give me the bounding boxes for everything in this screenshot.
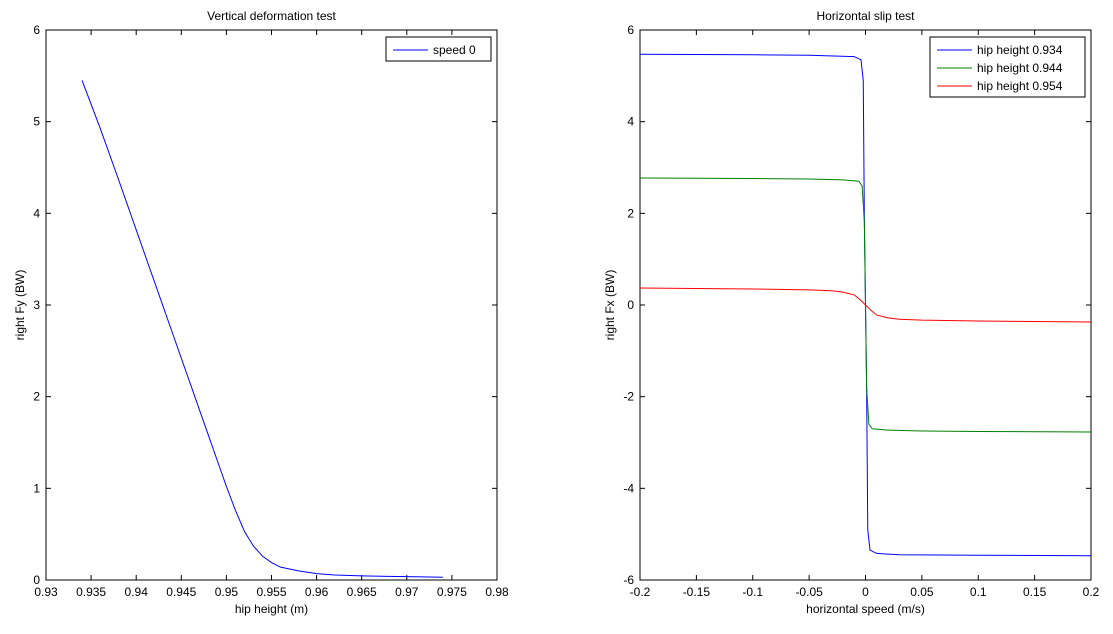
legend-label: hip height 0.934 (977, 43, 1063, 57)
x-tick-label: 0.945 (166, 585, 196, 599)
y-tick-label: 2 (33, 390, 40, 404)
chart-0: Vertical deformation test hip height (m) r… (13, 9, 509, 616)
x-tick-label: 0.955 (256, 585, 286, 599)
y-axis-label: right Fx (BW) (603, 270, 617, 341)
x-tick-label: 0.2 (1083, 585, 1100, 599)
y-tick-label: 4 (627, 115, 634, 129)
x-tick-label: 0.15 (1023, 585, 1047, 599)
x-tick-label: 0.98 (485, 585, 509, 599)
x-tick-label: 0.96 (305, 585, 329, 599)
x-tick-label: 0.93 (34, 585, 58, 599)
legend-label: hip height 0.954 (977, 79, 1063, 93)
x-tick-label: 0.965 (347, 585, 377, 599)
y-tick-label: 4 (33, 206, 40, 220)
y-tick-label: 2 (627, 206, 634, 220)
x-tick-label: 0.05 (910, 585, 934, 599)
x-tick-label: -0.1 (742, 585, 763, 599)
series-line-0 (81, 80, 443, 578)
y-tick-label: 6 (33, 23, 40, 37)
y-tick-label: 6 (627, 23, 634, 37)
y-tick-label: 0 (33, 573, 40, 587)
x-tick-label: 0.94 (125, 585, 149, 599)
x-tick-label: 0.97 (395, 585, 419, 599)
x-tick-label: 0.95 (215, 585, 239, 599)
legend-box (385, 36, 492, 62)
legend-label: hip height 0.944 (977, 61, 1063, 75)
x-tick-label: -0.15 (683, 585, 711, 599)
legend: speed 0 (385, 36, 492, 62)
x-axis-label: hip height (m) (235, 602, 308, 616)
legend-label: speed 0 (433, 43, 476, 57)
chart-title: Horizontal slip test (816, 9, 915, 23)
x-tick-label: 0.935 (76, 585, 106, 599)
y-tick-label: 5 (33, 115, 40, 129)
x-tick-label: 0.975 (437, 585, 467, 599)
y-tick-label: 1 (33, 481, 40, 495)
legend: hip height 0.934 hip height 0.944 hip heig… (929, 36, 1086, 98)
x-tick-label: -0.05 (795, 585, 823, 599)
x-axis-label: horizontal speed (m/s) (806, 602, 925, 616)
series-line-2 (639, 287, 1092, 323)
y-tick-label: 3 (33, 298, 40, 312)
x-tick-label: -0.2 (630, 585, 651, 599)
chart-1: Horizontal slip test horizontal speed (m/… (603, 9, 1100, 616)
x-tick-label: 0.1 (970, 585, 987, 599)
legend-box (929, 36, 1086, 98)
y-tick-label: -6 (623, 573, 634, 587)
chart-title: Vertical deformation test (207, 9, 336, 23)
x-tick-label: 0 (862, 585, 869, 599)
y-axis-label: right Fy (BW) (13, 270, 27, 341)
y-tick-label: 0 (627, 298, 634, 312)
y-tick-label: -2 (623, 390, 634, 404)
y-tick-label: -4 (623, 481, 634, 495)
plot-area (45, 29, 498, 581)
